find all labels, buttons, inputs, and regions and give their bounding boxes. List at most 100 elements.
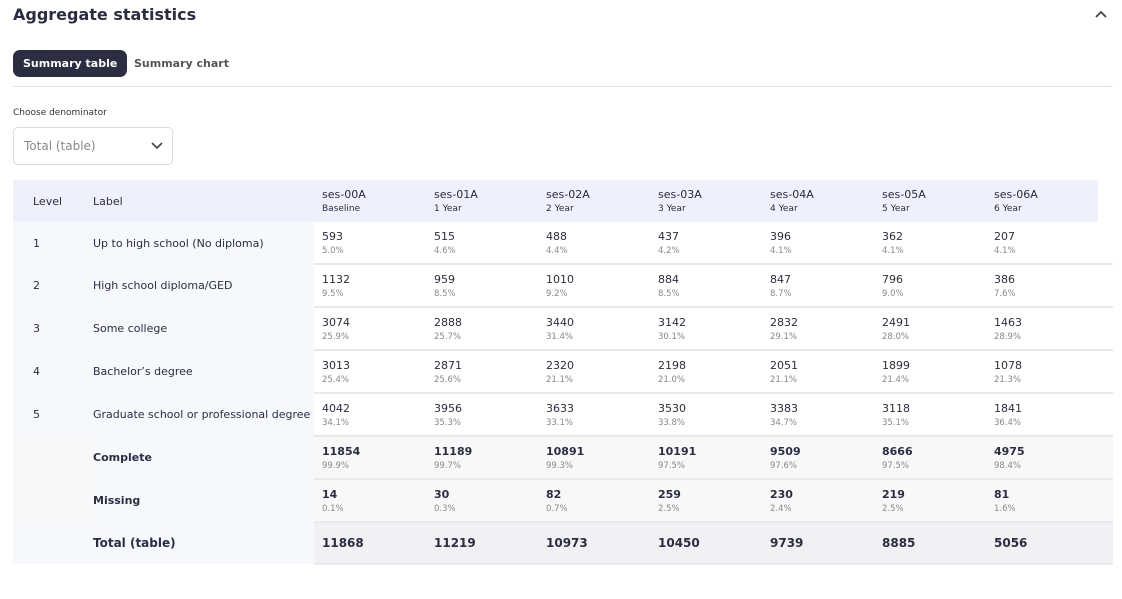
divider	[13, 86, 1113, 87]
label-cell: High school diploma/GED	[93, 264, 314, 307]
percent: 2.4%	[770, 503, 792, 514]
percent: 35.3%	[434, 417, 462, 428]
percent: 97.5%	[882, 460, 910, 471]
count: 593	[322, 229, 343, 243]
count: 2491	[882, 315, 910, 329]
percent: 8.5%	[434, 288, 456, 299]
column-name: ses-02A	[546, 188, 590, 201]
total-cell: 11868	[314, 522, 426, 565]
header-cell: Label	[93, 180, 314, 222]
column-sub: 2 Year	[546, 204, 574, 214]
count: 2871	[434, 358, 462, 372]
count: 396	[770, 229, 791, 243]
count: 1463	[994, 315, 1022, 329]
denominator-select[interactable]: Total (table)	[13, 127, 173, 165]
data-cell: 219 2.5%	[874, 479, 986, 523]
row-spacer	[1098, 479, 1113, 523]
count: 1841	[994, 401, 1022, 415]
data-cell: 3142 30.1%	[650, 307, 762, 351]
count: 3633	[546, 401, 574, 415]
data-cell: 1841 36.4%	[986, 393, 1098, 437]
data-cell: 1010 9.2%	[538, 264, 650, 308]
level-cell: 3	[13, 307, 93, 350]
data-cell: 1132 9.5%	[314, 264, 426, 308]
column-name: ses-03A	[658, 188, 702, 201]
table-row: 2 High school diploma/GED 1132 9.5% 959 8.5% 1…	[13, 264, 1113, 308]
count: 2320	[546, 358, 574, 372]
data-cell: 3956 35.3%	[426, 393, 538, 437]
data-cell: 10891 99.3%	[538, 436, 650, 480]
count: 3013	[322, 358, 350, 372]
percent: 97.6%	[770, 460, 798, 471]
percent: 21.3%	[994, 374, 1022, 385]
percent: 4.1%	[994, 245, 1016, 256]
percent: 25.6%	[434, 374, 462, 385]
data-cell: 3633 33.1%	[538, 393, 650, 437]
percent: 28.9%	[994, 331, 1022, 342]
percent: 2.5%	[882, 503, 904, 514]
count: 3440	[546, 315, 574, 329]
data-cell: 30 0.3%	[426, 479, 538, 523]
count: 1132	[322, 272, 350, 286]
percent: 34.1%	[322, 417, 350, 428]
header-cell: Level	[13, 180, 93, 222]
percent: 9.2%	[546, 288, 568, 299]
data-cell: 1463 28.9%	[986, 307, 1098, 351]
column-name: ses-05A	[882, 188, 926, 201]
count: 259	[658, 487, 681, 501]
collapse-toggle[interactable]	[1095, 10, 1107, 20]
count: 3074	[322, 315, 350, 329]
count: 1010	[546, 272, 574, 286]
data-cell: 3074 25.9%	[314, 307, 426, 351]
header-cell: ses-01A 1 Year	[426, 180, 538, 222]
percent: 0.1%	[322, 503, 344, 514]
total-cell: 10450	[650, 522, 762, 565]
percent: 30.1%	[658, 331, 686, 342]
data-cell: 847 8.7%	[762, 264, 874, 308]
row-spacer	[1098, 307, 1113, 351]
tab[interactable]: Summary table	[13, 50, 128, 77]
level-cell: 2	[13, 264, 93, 307]
header-cell: ses-05A 5 Year	[874, 180, 986, 222]
level-cell	[13, 522, 93, 564]
percent: 99.7%	[434, 460, 462, 471]
column-sub: 3 Year	[658, 204, 686, 214]
data-cell: 396 4.1%	[762, 222, 874, 265]
percent: 21.4%	[882, 374, 910, 385]
data-cell: 11189 99.7%	[426, 436, 538, 480]
data-cell: 362 4.1%	[874, 222, 986, 265]
count: 386	[994, 272, 1015, 286]
data-cell: 82 0.7%	[538, 479, 650, 523]
percent: 29.1%	[770, 331, 798, 342]
column-sub: Baseline	[322, 204, 361, 214]
header-row: Level Label ses-00A Baseline ses-01A 1 Year…	[13, 180, 1113, 222]
count: 30	[434, 487, 450, 501]
data-cell: 8666 97.5%	[874, 436, 986, 480]
count: 8666	[882, 444, 913, 458]
data-cell: 2888 25.7%	[426, 307, 538, 351]
count: 884	[658, 272, 679, 286]
header-cell: ses-03A 3 Year	[650, 180, 762, 222]
data-cell: 81 1.6%	[986, 479, 1098, 523]
total-cell: 11219	[426, 522, 538, 565]
data-cell: 3383 34.7%	[762, 393, 874, 437]
header-cell: ses-02A 2 Year	[538, 180, 650, 222]
percent: 1.6%	[994, 503, 1016, 514]
percent: 98.4%	[994, 460, 1022, 471]
column-name: ses-04A	[770, 188, 814, 201]
count: 1078	[994, 358, 1022, 372]
percent: 7.6%	[994, 288, 1016, 299]
column-sub: 4 Year	[770, 204, 798, 214]
data-cell: 3530 33.8%	[650, 393, 762, 437]
data-cell: 2320 21.1%	[538, 350, 650, 394]
count: 230	[770, 487, 793, 501]
header-spacer	[1098, 180, 1113, 222]
tab[interactable]: Summary chart	[134, 57, 229, 70]
percent: 0.3%	[434, 503, 456, 514]
header-cell: ses-06A 6 Year	[986, 180, 1098, 222]
data-cell: 515 4.6%	[426, 222, 538, 265]
row-spacer	[1098, 264, 1113, 308]
count: 2051	[770, 358, 798, 372]
field-label: Choose denominator	[13, 108, 107, 118]
label-cell: Bachelor’s degree	[93, 350, 314, 393]
